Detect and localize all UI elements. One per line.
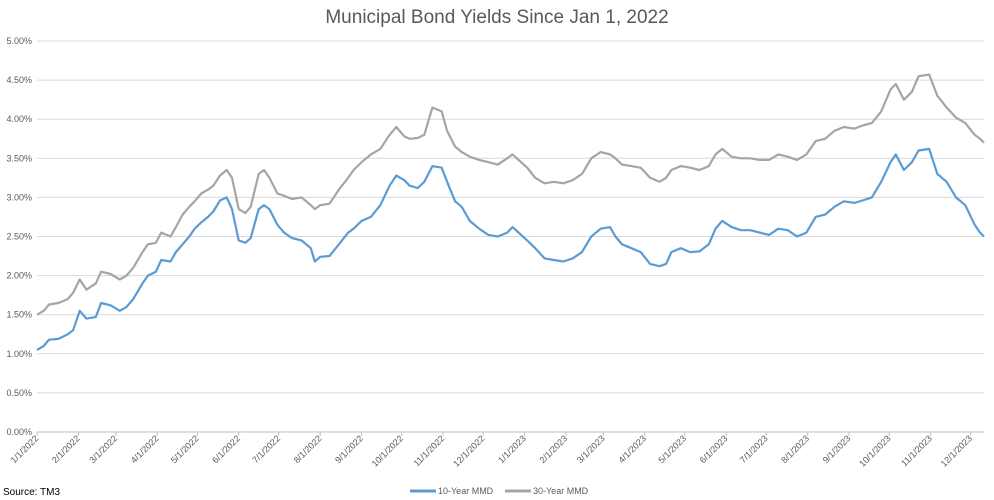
- y-tick-label: 4.50%: [6, 75, 32, 85]
- y-tick-label: 2.50%: [6, 232, 32, 242]
- legend: 10-Year MMD 30-Year MMD: [410, 486, 589, 496]
- x-tick-label: 2/1/2022: [50, 433, 82, 465]
- x-tick-label: 12/1/2023: [939, 433, 974, 468]
- y-tick-label: 0.00%: [6, 427, 32, 437]
- x-tick-label: 9/1/2023: [821, 433, 853, 465]
- x-tick-label: 1/1/2022: [9, 433, 41, 465]
- x-tick-label: 4/1/2022: [129, 433, 161, 465]
- x-axis-ticks: 1/1/2022 2/1/2022 3/1/2022 4/1/2022 5/1/2022…: [9, 432, 974, 469]
- x-tick-label: 8/1/2023: [779, 433, 811, 465]
- x-tick-label: 11/1/2022: [412, 433, 447, 468]
- x-tick-label: 8/1/2022: [292, 433, 324, 465]
- legend-label-10-year: 10-Year MMD: [438, 486, 494, 496]
- chart-title: Municipal Bond Yields Since Jan 1, 2022: [325, 7, 668, 28]
- x-tick-label: 1/1/2023: [496, 433, 528, 465]
- x-tick-label: 10/1/2023: [857, 433, 892, 468]
- gridlines: [37, 40, 984, 433]
- y-tick-label: 1.00%: [6, 349, 32, 359]
- series-lines: [36, 73, 985, 351]
- x-tick-label: 6/1/2023: [698, 433, 730, 465]
- x-tick-label: 4/1/2023: [616, 433, 648, 465]
- x-tick-label: 6/1/2022: [210, 433, 242, 465]
- x-tick-label: 9/1/2022: [333, 433, 365, 465]
- y-tick-label: 5.00%: [6, 36, 32, 46]
- x-tick-label: 10/1/2022: [370, 433, 405, 468]
- y-tick-label: 3.00%: [6, 192, 32, 202]
- x-tick-label: 3/1/2022: [87, 433, 119, 465]
- x-tick-label: 7/1/2022: [250, 433, 282, 465]
- y-tick-label: 2.00%: [6, 271, 32, 281]
- y-tick-label: 4.00%: [6, 114, 32, 124]
- x-tick-label: 3/1/2023: [575, 433, 607, 465]
- legend-label-30-year: 30-Year MMD: [533, 486, 589, 496]
- x-tick-label: 11/1/2023: [899, 433, 934, 468]
- series-line-30-year: [36, 73, 985, 316]
- x-tick-label: 7/1/2023: [738, 433, 770, 465]
- y-tick-label: 3.50%: [6, 153, 32, 163]
- y-tick-label: 0.50%: [6, 388, 32, 398]
- x-tick-label: 5/1/2023: [656, 433, 688, 465]
- x-tick-label: 2/1/2023: [537, 433, 569, 465]
- source-note: Source: TM3: [3, 487, 60, 498]
- x-tick-label: 5/1/2022: [169, 433, 201, 465]
- y-tick-label: 1.50%: [6, 310, 32, 320]
- x-tick-label: 12/1/2022: [451, 433, 486, 468]
- series-line-10-year: [36, 147, 985, 351]
- y-axis-ticks: 0.00% 0.50% 1.00% 1.50% 2.00% 2.50% 3.00% 3.50%…: [6, 36, 32, 437]
